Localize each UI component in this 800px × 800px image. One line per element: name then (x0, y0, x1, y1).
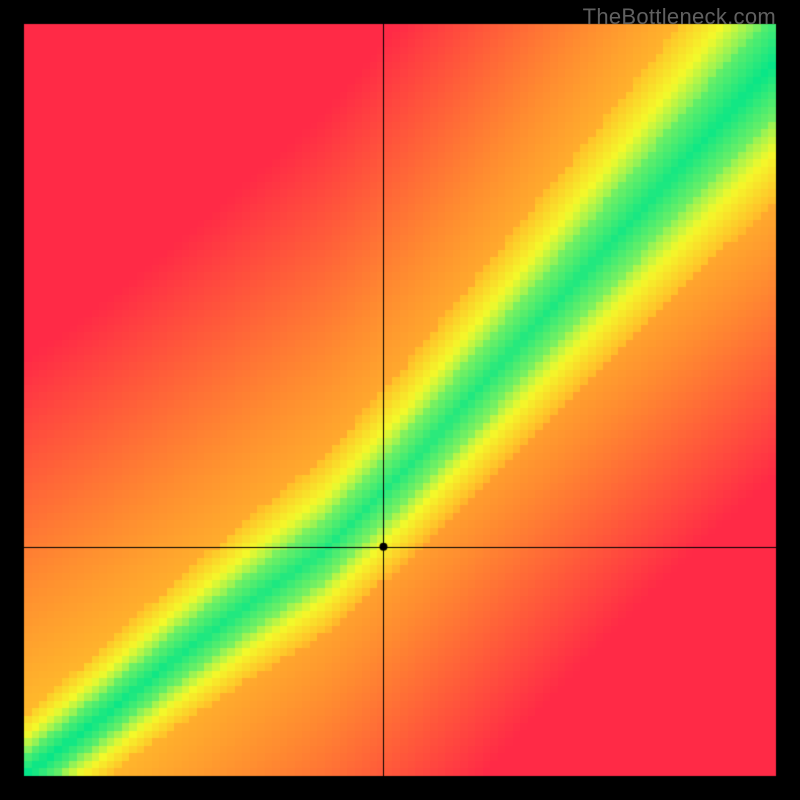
watermark-text: TheBottleneck.com (583, 4, 776, 30)
bottleneck-heatmap (0, 0, 800, 800)
chart-container: TheBottleneck.com (0, 0, 800, 800)
